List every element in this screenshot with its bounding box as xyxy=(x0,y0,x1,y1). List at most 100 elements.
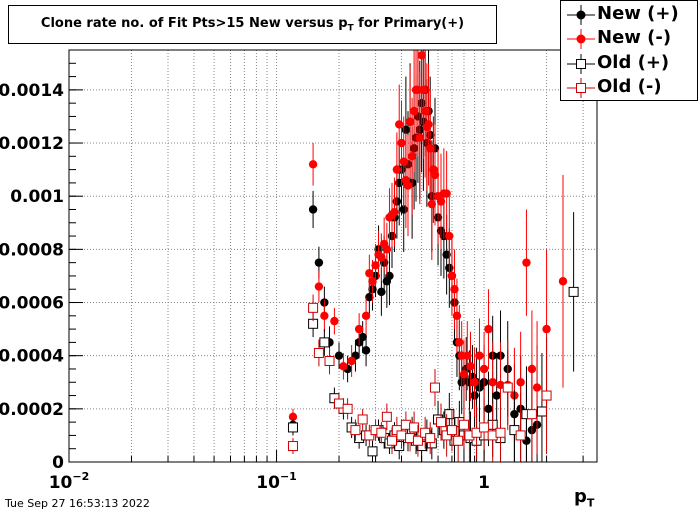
data-point xyxy=(479,422,490,433)
data-point xyxy=(334,351,344,360)
open-square-marker-icon xyxy=(567,54,595,74)
data-point xyxy=(399,157,408,166)
data-point xyxy=(287,441,298,452)
data-point xyxy=(368,277,377,286)
data-point xyxy=(320,311,329,321)
data-point xyxy=(532,383,542,392)
data-point xyxy=(463,351,472,360)
data-point xyxy=(324,355,335,366)
data-point xyxy=(288,412,298,422)
legend-item-new-minus: New (-) xyxy=(561,27,697,51)
data-point xyxy=(516,378,525,387)
data-point xyxy=(409,422,420,433)
data-point xyxy=(509,425,520,436)
data-point xyxy=(445,231,454,241)
data-point xyxy=(542,324,551,334)
data-point xyxy=(429,382,440,393)
y-tick-label: 0 xyxy=(52,453,64,473)
legend: New (+) New (-) Old (+) Old (-) xyxy=(560,0,698,101)
data-point xyxy=(484,324,493,334)
data-point xyxy=(330,316,339,326)
data-point xyxy=(446,425,457,436)
y-tick-label: 0.0012 xyxy=(0,134,64,154)
data-point xyxy=(342,403,353,414)
data-point xyxy=(409,106,419,116)
data-point xyxy=(407,152,417,161)
data-point xyxy=(377,253,386,262)
data-point xyxy=(488,378,497,387)
data-point xyxy=(475,351,484,360)
plot-frame xyxy=(68,49,598,463)
data-point xyxy=(386,435,397,446)
legend-item-new-plus: New (+) xyxy=(561,3,697,27)
data-point xyxy=(365,269,374,278)
data-point xyxy=(339,362,348,371)
series-old xyxy=(287,294,552,462)
x-tick-label: 1 xyxy=(478,473,490,493)
legend-item-old-minus: Old (-) xyxy=(561,76,697,100)
data-point xyxy=(436,197,446,206)
x-tick-label: 10−1 xyxy=(256,470,297,493)
data-point xyxy=(385,271,394,281)
data-point xyxy=(435,417,446,428)
y-tick-label: 0.0002 xyxy=(0,400,64,420)
data-point xyxy=(484,404,493,414)
data-point xyxy=(361,346,371,355)
data-point xyxy=(358,332,367,342)
data-point xyxy=(308,205,318,214)
legend-item-old-plus: Old (+) xyxy=(561,52,697,76)
data-point xyxy=(466,362,475,371)
data-point xyxy=(365,293,374,302)
data-point xyxy=(419,85,428,95)
open-square-marker-icon xyxy=(567,78,595,98)
data-point xyxy=(371,261,380,270)
data-point xyxy=(396,430,407,441)
x-tick-label: 10−2 xyxy=(49,470,90,493)
data-point xyxy=(453,435,464,446)
data-point xyxy=(458,419,469,430)
y-tick-label: 0.0006 xyxy=(0,294,64,314)
data-point xyxy=(308,302,319,313)
data-point xyxy=(364,430,375,441)
data-point xyxy=(314,258,324,267)
data-point xyxy=(430,170,440,180)
data-point xyxy=(541,390,552,401)
legend-label: Old (-) xyxy=(597,76,662,97)
filled-circle-marker-icon xyxy=(567,29,595,49)
data-point xyxy=(471,427,482,438)
data-point xyxy=(367,446,378,457)
series-layer xyxy=(287,50,579,462)
data-point xyxy=(495,427,506,438)
data-point xyxy=(381,411,392,422)
timestamp: Tue Sep 27 16:53:13 2022 xyxy=(5,497,150,510)
data-point xyxy=(427,199,437,209)
data-point xyxy=(479,364,489,374)
data-point xyxy=(405,117,415,126)
y-tick-label: 0.0008 xyxy=(0,240,64,260)
data-point xyxy=(459,370,469,379)
data-point xyxy=(354,324,364,334)
grid xyxy=(68,50,597,462)
data-point xyxy=(452,311,462,321)
data-point xyxy=(347,356,356,366)
data-point xyxy=(420,427,431,438)
data-point xyxy=(558,277,568,286)
legend-label: New (+) xyxy=(597,3,679,24)
series-new xyxy=(288,50,568,455)
y-tick-label: 0.001 xyxy=(10,187,64,207)
data-point xyxy=(313,348,324,359)
data-point xyxy=(441,430,452,441)
data-point xyxy=(357,414,368,425)
data-point xyxy=(390,207,399,217)
data-point xyxy=(417,51,426,60)
data-point xyxy=(395,120,404,129)
data-point xyxy=(442,250,451,259)
data-point xyxy=(308,160,318,169)
chart-title: Clone rate no. of Fit Pts>15 New versus … xyxy=(40,16,465,34)
data-point xyxy=(377,287,386,297)
data-point xyxy=(415,133,424,142)
filled-circle-marker-icon xyxy=(567,5,595,25)
data-point xyxy=(492,391,501,400)
data-point xyxy=(455,338,464,347)
